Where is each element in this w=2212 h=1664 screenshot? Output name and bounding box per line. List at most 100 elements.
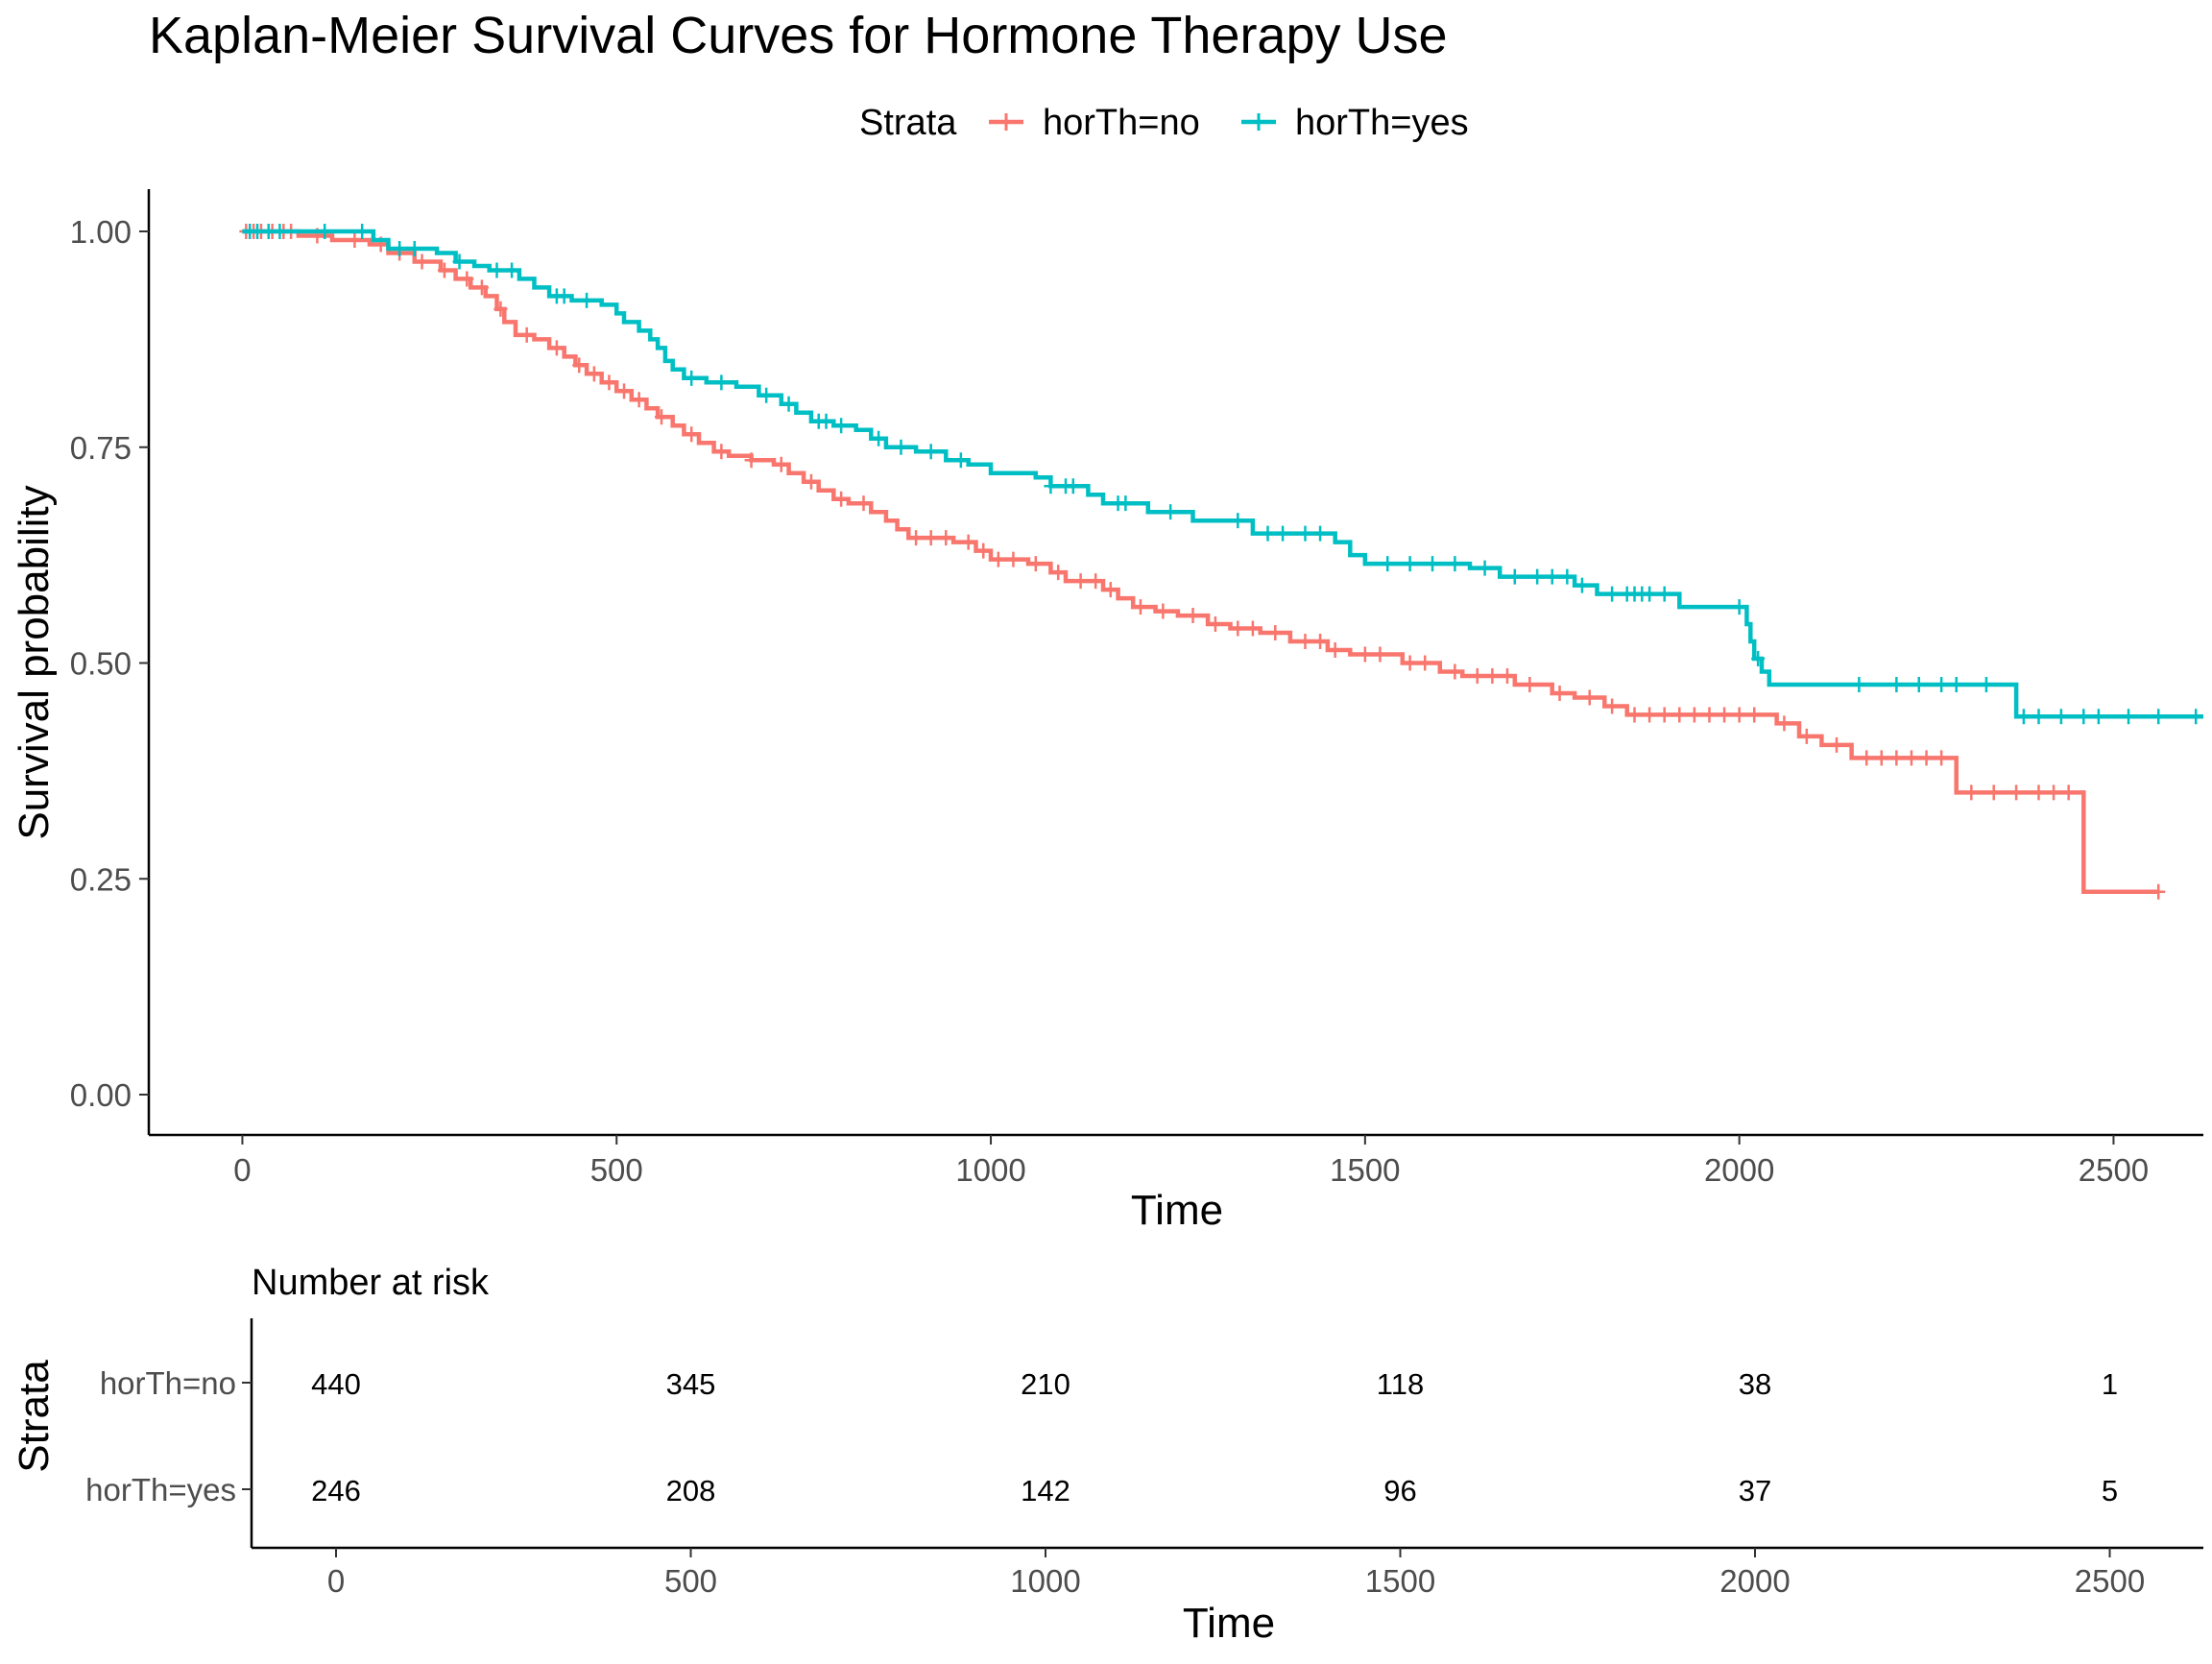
y-tick-label: 0.00: [70, 1077, 132, 1113]
censor-mark: [1777, 715, 1791, 732]
censor-mark: [961, 534, 975, 550]
censor-mark: [251, 224, 265, 239]
censor-mark: [261, 224, 276, 239]
x-tick-label: 1500: [1330, 1152, 1400, 1188]
censor-mark: [1552, 685, 1567, 701]
x-tick-label: 1000: [955, 1152, 1025, 1188]
survival-plot-panel: 0.00 0.25 0.50 0.75 1.00 0 500 1000 1500 2000 2500: [70, 189, 2203, 1188]
censor-mark: [1507, 568, 1522, 585]
censor-mark: [1358, 646, 1372, 663]
censor-mark: [1702, 707, 1717, 723]
censor-mark: [1605, 586, 1620, 602]
censor-mark: [1133, 599, 1147, 615]
censor-mark: [1732, 599, 1746, 615]
censor-mark: [632, 392, 646, 408]
censor-mark: [2009, 784, 2024, 801]
risk-table-title: Number at risk: [252, 1263, 490, 1303]
y-tick-label: 0.25: [70, 861, 132, 897]
censor-mark: [1328, 642, 1342, 659]
risk-count: 210: [1021, 1367, 1070, 1401]
censor-mark: [393, 240, 407, 256]
censor-mark: [505, 262, 519, 278]
risk-count: 96: [1383, 1474, 1416, 1507]
censor-mark: [587, 366, 601, 382]
risk-x-tick-label: 0: [327, 1563, 345, 1599]
censor-mark: [781, 396, 796, 412]
censor-mark: [2122, 709, 2136, 725]
censor-mark: [1381, 556, 1395, 572]
censor-mark: [1073, 573, 1088, 590]
censor-mark: [1470, 667, 1484, 684]
censor-mark: [819, 413, 833, 429]
censor-mark: [460, 271, 474, 287]
censor-mark: [1530, 568, 1545, 585]
censor-mark: [1448, 556, 1462, 572]
censor-mark: [273, 224, 287, 239]
censor-mark: [572, 357, 587, 374]
censor-mark: [1403, 556, 1417, 572]
censor-mark: [834, 418, 849, 434]
censor-mark: [2152, 709, 2166, 725]
censor-mark: [1672, 707, 1687, 723]
censor-mark: [1298, 525, 1312, 542]
censor-mark: [2054, 709, 2068, 725]
risk-count: 1: [2102, 1367, 2118, 1401]
censor-mark: [939, 530, 953, 546]
censor-mark: [437, 262, 451, 278]
censor-mark: [744, 452, 758, 469]
censor-mark: [452, 253, 467, 270]
censor-mark: [1066, 478, 1080, 494]
risk-row-label: horTh=yes: [85, 1472, 236, 1507]
censor-mark: [1261, 525, 1275, 542]
risk-x-tick-label: 500: [664, 1563, 717, 1599]
censor-mark: [1500, 667, 1514, 684]
censor-mark: [1627, 707, 1642, 723]
censor-mark: [1298, 634, 1312, 650]
censor-mark: [1373, 646, 1387, 663]
censor-mark: [318, 224, 332, 239]
censor-mark: [2189, 709, 2203, 725]
censor-mark: [1164, 504, 1178, 520]
censor-mark: [1605, 698, 1620, 714]
censor-mark: [1582, 689, 1597, 706]
censor-mark: [355, 224, 370, 239]
censor-mark: [1208, 616, 1222, 633]
censor-mark: [1799, 728, 1814, 744]
censor-mark: [519, 326, 534, 343]
censor-mark: [976, 543, 991, 559]
censor-mark: [1231, 620, 1245, 637]
censor-mark: [1687, 707, 1701, 723]
chart-title: Kaplan-Meier Survival Curves for Hormone…: [149, 7, 1448, 64]
risk-table-panel: horTh=no 440 345 210 118 38 1 horTh=yes 246 208 14…: [85, 1318, 2203, 1599]
censor-mark: [1751, 651, 1766, 667]
censor-mark: [685, 370, 699, 386]
censor-mark: [1643, 707, 1657, 723]
censor-mark: [1949, 676, 1963, 692]
censor-mark: [1979, 676, 1993, 692]
censor-mark: [2152, 883, 2166, 900]
censor-mark: [1313, 525, 1328, 542]
risk-table-x-label: Time: [1183, 1600, 1275, 1647]
censor-mark: [1718, 707, 1732, 723]
censor-mark: [924, 530, 938, 546]
censor-mark: [909, 530, 924, 546]
censor-mark: [1426, 556, 1440, 572]
risk-x-tick-label: 2000: [1719, 1563, 1790, 1599]
censor-mark: [685, 426, 699, 443]
legend: Strata horTh=no horTh=yes: [859, 103, 1469, 143]
risk-count: 5: [2102, 1474, 2118, 1507]
censor-mark: [1904, 750, 1918, 766]
risk-x-tick-label: 1500: [1365, 1563, 1435, 1599]
censor-mark: [1643, 586, 1657, 602]
x-tick-label: 2500: [2079, 1152, 2149, 1188]
x-tick-label: 2000: [1704, 1152, 1774, 1188]
censor-mark: [2032, 709, 2046, 725]
censor-mark: [655, 409, 669, 425]
censor-mark: [1403, 655, 1417, 671]
x-tick-label: 500: [590, 1152, 643, 1188]
censor-mark: [1889, 676, 1904, 692]
censor-mark: [557, 288, 571, 304]
survival-curve-horTh=no: [242, 229, 2159, 894]
